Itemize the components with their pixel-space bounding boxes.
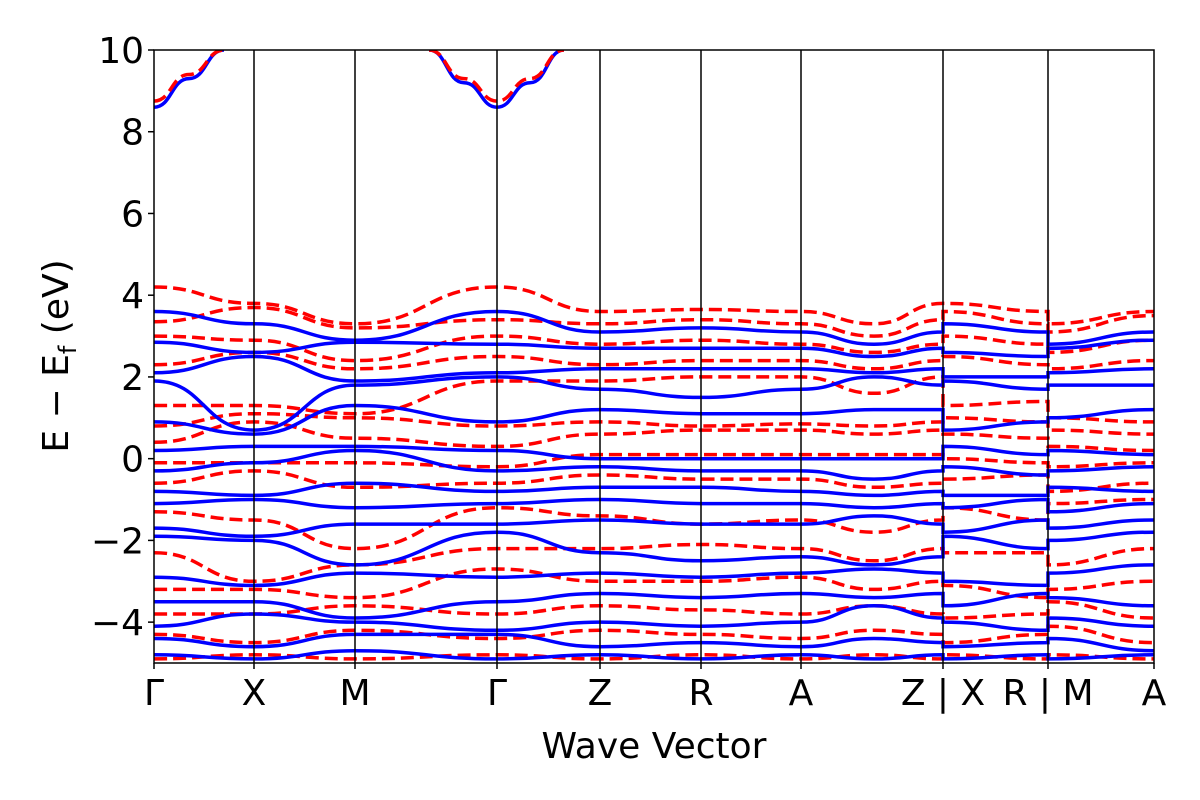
band-line-dashed-7 <box>154 350 1154 371</box>
band-line-solid-25 <box>154 448 1154 481</box>
band-line-dashed-9 <box>154 411 1154 436</box>
band-lines <box>154 50 1154 661</box>
y-tick-label-1: 8 <box>121 113 144 154</box>
x-ticks: Γ X M Γ Z R A Z | X R | M A <box>144 663 1167 714</box>
band-line-solid-24 <box>154 444 1154 461</box>
band-line-solid-30 <box>154 563 1154 588</box>
y-tick-label-6: −2 <box>91 521 144 562</box>
band-line-dashed-1 <box>154 50 225 103</box>
high-symmetry-lines <box>253 50 1049 663</box>
band-line-solid-20 <box>154 338 1154 359</box>
band-line-dashed-6 <box>154 334 1154 363</box>
plot-frame <box>153 49 1155 664</box>
x-tick-label-1: X <box>242 673 267 714</box>
band-line-dashed-5 <box>154 305 1154 338</box>
band-line-solid-28 <box>154 514 1154 539</box>
band-line-solid-29 <box>154 530 1154 567</box>
band-line-solid-33 <box>154 632 1154 653</box>
x-tick-label-7: Z | X <box>901 673 985 714</box>
band-line-solid-26 <box>154 481 1154 498</box>
band-line-solid-23 <box>154 403 1154 436</box>
x-tick-label-2: M <box>339 673 370 714</box>
band-line-dashed-13 <box>154 497 1154 551</box>
y-tick-label-5: 0 <box>121 440 144 481</box>
band-line-dashed-10 <box>154 420 1154 453</box>
x-tick-label-8: R | M <box>1002 673 1093 714</box>
band-line-solid-21 <box>154 354 1154 383</box>
band-line-dashed-4 <box>154 285 1154 326</box>
y-tick-label-0: 10 <box>98 31 144 72</box>
y-tick-label-4: 2 <box>121 358 144 399</box>
y-axis-title-main: E − E <box>36 354 77 453</box>
y-tick-label-2: 6 <box>121 194 144 235</box>
x-tick-label-6: A <box>789 673 814 714</box>
y-axis-title-unit: (eV) <box>36 259 77 345</box>
band-line-solid-27 <box>154 497 1154 514</box>
x-tick-label-3: Γ <box>487 673 507 714</box>
x-tick-label-0: Γ <box>144 673 164 714</box>
y-axis-title: E − Ef (eV) <box>36 259 82 452</box>
y-ticks: 10 8 6 4 2 0 −2 −4 <box>91 31 154 644</box>
y-axis-title-subscript: f <box>54 345 82 354</box>
y-tick-label-3: 4 <box>121 276 144 317</box>
band-line-dashed-3 <box>428 50 565 103</box>
x-tick-label-5: R <box>688 673 713 714</box>
band-line-solid-34 <box>154 648 1154 661</box>
y-tick-label-7: −4 <box>91 603 144 644</box>
band-line-solid-22 <box>154 375 1154 432</box>
x-tick-label-9: A <box>1142 673 1167 714</box>
x-tick-label-4: Z <box>588 673 613 714</box>
x-axis-title: Wave Vector <box>542 726 767 767</box>
band-line-dashed-8 <box>154 375 1154 424</box>
